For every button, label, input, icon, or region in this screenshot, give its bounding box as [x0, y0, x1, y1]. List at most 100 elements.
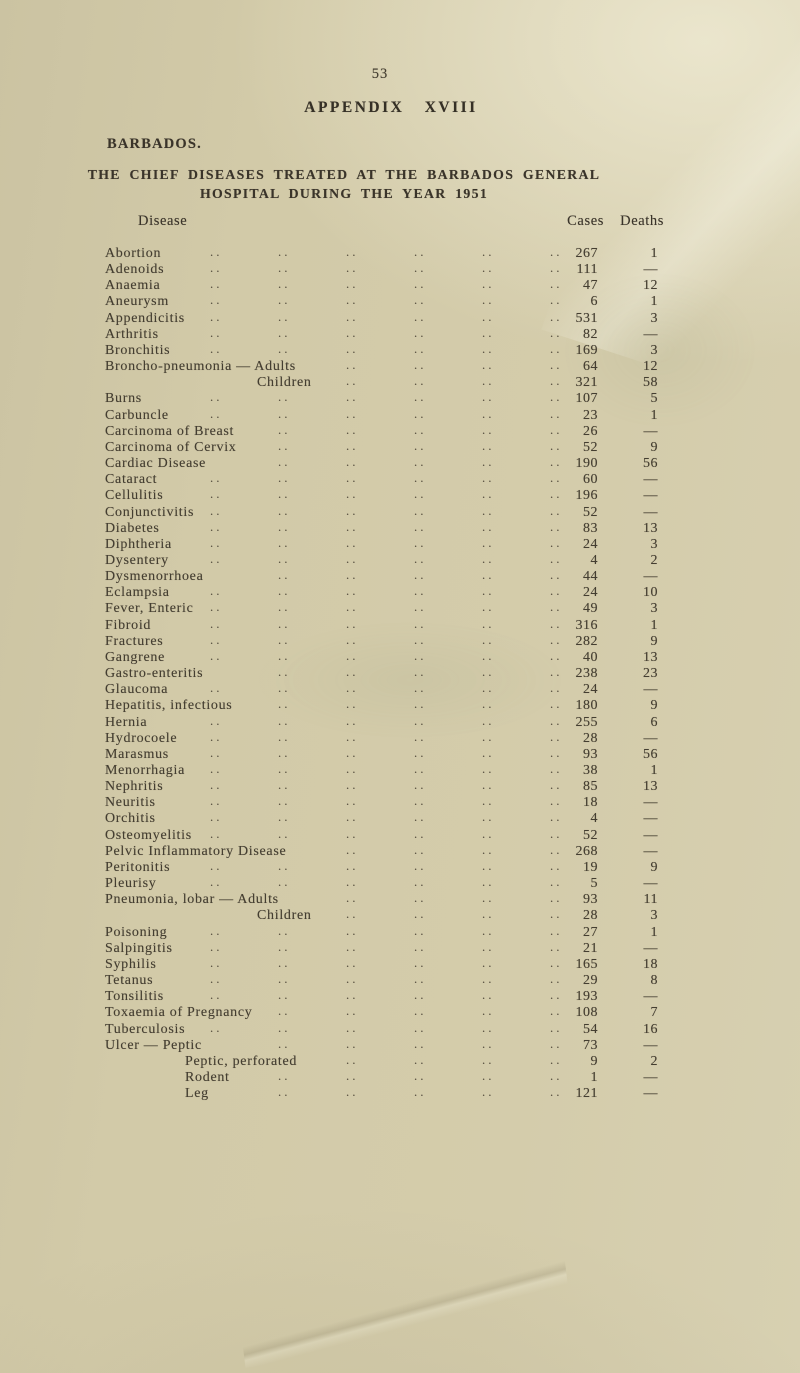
cases-value: 19 [583, 859, 598, 875]
dot-leader: .. [414, 292, 427, 308]
dot-leader: .. [550, 631, 563, 647]
dot-leader: .. [482, 340, 495, 356]
dot-leader: .. [482, 550, 495, 566]
dot-leader: .. [482, 357, 495, 373]
deaths-value: 56 [643, 746, 658, 762]
cases-value: 24 [583, 682, 598, 698]
dot-leader: .. [278, 777, 291, 793]
dot-leader: .. [550, 841, 563, 857]
cases-value: 23 [583, 407, 598, 423]
dot-leader: .. [210, 244, 223, 259]
table-row: Conjunctivitis 52 —............ [0, 502, 800, 521]
dot-leader: .. [482, 470, 495, 486]
table-row: Fibroid 316 1............ [0, 615, 800, 634]
table-row: Broncho-pneumonia — Adults 64 12........ [0, 357, 800, 375]
dot-leader: .. [414, 1067, 427, 1083]
dot-leader: .. [482, 260, 495, 276]
dot-leader: .. [414, 1019, 427, 1035]
dot-leader: .. [550, 890, 563, 906]
dot-leader: .. [278, 761, 291, 776]
dot-leader: .. [414, 437, 427, 453]
dot-leader: .. [278, 502, 291, 518]
dot-leader: .. [346, 373, 359, 389]
table-row: Dysentery 4 2............ [0, 550, 800, 569]
dot-leader: .. [482, 825, 495, 841]
dot-leader: .. [482, 405, 495, 421]
dot-leader: .. [210, 615, 223, 631]
cases-value: 190 [575, 456, 598, 472]
table-row: Poisoning 27 1............ [0, 922, 800, 941]
dot-leader: .. [346, 809, 359, 825]
disease-name: Hydrocoele [105, 730, 178, 746]
disease-name: Dysentery [105, 552, 169, 568]
dot-leader: .. [346, 971, 359, 987]
dot-leader: .. [278, 987, 291, 1003]
dot-leader: .. [278, 922, 291, 938]
dot-leader: .. [550, 761, 563, 776]
deaths-value: 3 [650, 908, 658, 924]
dot-leader: .. [414, 421, 427, 437]
dot-leader: .. [550, 308, 563, 324]
dot-leader: .. [346, 825, 359, 841]
cases-value: 28 [583, 908, 598, 924]
dot-leader: .. [278, 567, 291, 583]
disease-name: Cataract [105, 472, 158, 488]
disease-name: Fever, Enteric [105, 601, 194, 617]
dot-leader: .. [550, 550, 563, 566]
disease-name: Orchitis [105, 811, 156, 827]
dot-leader: .. [482, 599, 495, 615]
table-row: Diphtheria 24 3............ [0, 534, 800, 553]
dot-leader: .. [210, 647, 223, 663]
dot-leader: .. [346, 292, 359, 308]
cases-value: 267 [575, 246, 598, 261]
dot-leader: .. [346, 664, 359, 680]
disease-name: Bronchitis [105, 342, 171, 358]
deaths-value: 58 [643, 375, 658, 391]
cases-value: 49 [583, 601, 598, 617]
dot-leader: .. [482, 696, 495, 712]
table-row: Salpingitis 21 —............ [0, 939, 800, 957]
dot-leader: .. [210, 276, 223, 292]
dot-leader: .. [210, 777, 223, 793]
dot-leader: .. [482, 728, 495, 744]
dot-leader: .. [414, 276, 427, 292]
dot-leader: .. [278, 647, 291, 663]
dot-leader: .. [414, 680, 427, 696]
disease-name: Neuritis [105, 795, 156, 811]
table-row: Eclampsia 24 10............ [0, 583, 800, 601]
deaths-value: 9 [650, 698, 658, 714]
dot-leader: .. [414, 405, 427, 421]
dot-leader: .. [210, 292, 223, 308]
dot-leader: .. [482, 712, 495, 728]
disease-name: Pelvic Inflammatory Disease [105, 843, 287, 859]
dot-leader: .. [482, 454, 495, 470]
dot-leader: .. [414, 308, 427, 324]
dot-leader: .. [482, 373, 495, 389]
cases-value: 107 [575, 391, 598, 407]
dot-leader: .. [346, 954, 359, 970]
dot-leader: .. [210, 502, 223, 518]
dot-leader: .. [550, 583, 563, 599]
disease-name: Salpingitis [105, 940, 173, 956]
table-row: Children 321 58........ [0, 373, 800, 391]
dot-leader: .. [346, 1003, 359, 1019]
dot-leader: .. [210, 793, 223, 809]
disease-name: Glaucoma [105, 682, 169, 698]
disease-name: Cellulitis [105, 488, 164, 504]
disease-name: Conjunctivitis [105, 504, 195, 520]
cases-value: 21 [583, 940, 598, 956]
dot-leader: .. [414, 1035, 427, 1051]
dot-leader: .. [482, 308, 495, 324]
deaths-value: 23 [643, 666, 658, 682]
dot-leader: .. [550, 857, 563, 873]
disease-name: Broncho-pneumonia — Adults [105, 359, 296, 375]
dot-leader: .. [346, 534, 359, 550]
dot-leader: .. [482, 987, 495, 1003]
cases-value: 73 [583, 1037, 598, 1053]
dot-leader: .. [550, 373, 563, 389]
dot-leader: .. [414, 809, 427, 825]
dot-leader: .. [346, 890, 359, 906]
table-row: Fever, Enteric 49 3............ [0, 599, 800, 617]
deaths-value: 1 [650, 763, 658, 778]
dot-leader: .. [210, 728, 223, 744]
